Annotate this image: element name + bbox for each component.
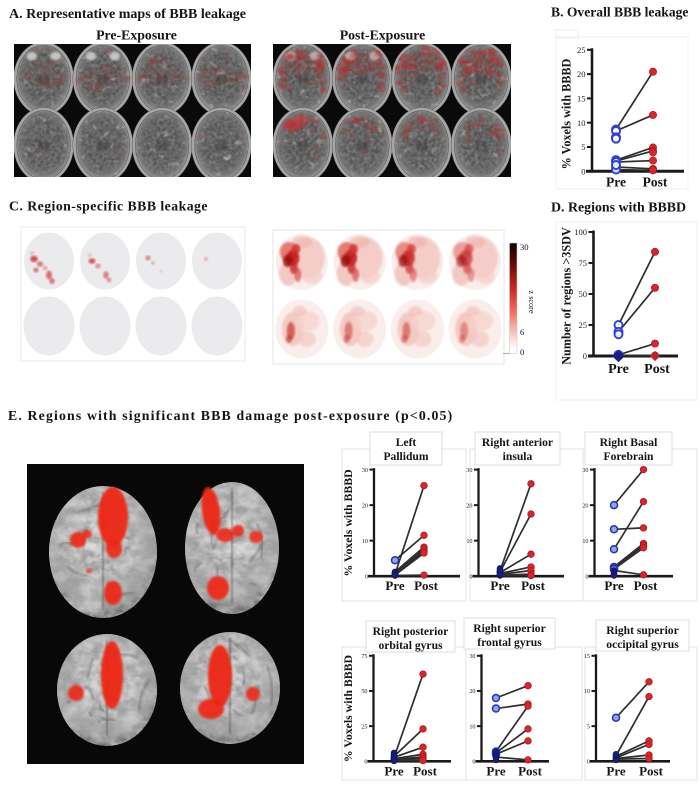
svg-text:25: 25 (361, 723, 367, 730)
svg-text:Post-Exposure: Post-Exposure (340, 28, 426, 43)
svg-text:Forebrain: Forebrain (603, 450, 654, 463)
svg-text:30: 30 (469, 653, 475, 660)
svg-text:A. Representative maps of BBB: A. Representative maps of BBB leakage (9, 7, 246, 22)
svg-text:Post: Post (414, 578, 439, 593)
svg-text:Number of regions >3SDV: Number of regions >3SDV (560, 227, 574, 365)
svg-text:15: 15 (584, 653, 590, 660)
svg-text:% Voxels with BBBD: % Voxels with BBBD (341, 469, 355, 576)
svg-text:0: 0 (469, 573, 472, 580)
svg-text:20: 20 (577, 69, 586, 79)
svg-text:0: 0 (583, 351, 587, 361)
svg-text:10: 10 (466, 538, 472, 545)
svg-text:Pre-Exposure: Pre-Exposure (96, 28, 177, 43)
svg-text:Post: Post (639, 763, 664, 778)
svg-text:B. Overall BBB leakage: B. Overall BBB leakage (551, 5, 688, 20)
svg-text:15: 15 (577, 93, 586, 103)
svg-text:Post: Post (634, 578, 659, 593)
svg-text:Post: Post (643, 174, 668, 189)
svg-text:Pre: Pre (604, 578, 623, 593)
svg-text:frontal gyrus: frontal gyrus (477, 636, 542, 649)
svg-text:0: 0 (472, 759, 475, 766)
svg-text:5: 5 (581, 142, 585, 152)
svg-text:30: 30 (520, 242, 529, 252)
svg-text:Right Basal: Right Basal (600, 436, 658, 449)
svg-text:Pre: Pre (385, 578, 404, 593)
svg-text:10: 10 (582, 538, 588, 545)
svg-text:% Voxels with BBBD: % Voxels with BBBD (341, 655, 355, 762)
svg-text:occipital gyrus: occipital gyrus (606, 638, 679, 651)
svg-text:insula: insula (503, 450, 533, 463)
svg-text:z score: z score (527, 291, 536, 314)
svg-text:0: 0 (364, 759, 367, 766)
svg-text:Pre: Pre (606, 763, 625, 778)
svg-text:Post: Post (413, 763, 438, 778)
svg-text:Pre: Pre (384, 763, 403, 778)
svg-text:Post: Post (521, 578, 546, 593)
svg-text:30: 30 (582, 467, 588, 474)
svg-text:20: 20 (466, 502, 472, 509)
svg-text:0: 0 (585, 573, 588, 580)
svg-text:Right anterior: Right anterior (482, 436, 553, 449)
svg-text:0: 0 (581, 166, 585, 176)
svg-text:10: 10 (577, 118, 586, 128)
svg-text:75: 75 (579, 258, 588, 268)
svg-text:% Voxels with BBBD: % Voxels with BBBD (560, 58, 574, 169)
svg-text:Pre: Pre (606, 174, 626, 189)
svg-text:Pallidum: Pallidum (383, 450, 428, 463)
svg-text:50: 50 (361, 688, 367, 695)
svg-text:10: 10 (362, 538, 368, 545)
svg-text:20: 20 (582, 502, 588, 509)
svg-text:20: 20 (469, 688, 475, 695)
svg-text:Post: Post (518, 763, 543, 778)
svg-text:Pre: Pre (490, 578, 509, 593)
svg-text:10: 10 (469, 723, 475, 730)
svg-text:25: 25 (579, 320, 588, 330)
svg-text:5: 5 (587, 723, 590, 730)
svg-text:50: 50 (579, 289, 588, 299)
svg-text:Left: Left (396, 436, 417, 449)
svg-text:75: 75 (361, 653, 367, 660)
svg-text:25: 25 (577, 45, 586, 55)
svg-text:10: 10 (584, 688, 590, 695)
svg-text:E. Regions with significant BB: E. Regions with significant BBB damage p… (8, 408, 453, 424)
svg-text:Right posterior: Right posterior (373, 625, 449, 638)
svg-text:D. Regions with BBBD: D. Regions with BBBD (551, 201, 686, 216)
svg-text:Pre: Pre (486, 763, 505, 778)
svg-text:6: 6 (520, 327, 525, 337)
svg-text:orbital gyrus: orbital gyrus (378, 639, 443, 652)
svg-text:Right superior: Right superior (606, 624, 678, 637)
svg-text:30: 30 (362, 467, 368, 474)
svg-text:0: 0 (520, 347, 524, 357)
svg-text:0: 0 (365, 573, 368, 580)
svg-text:Post: Post (644, 362, 670, 377)
svg-text:20: 20 (362, 502, 368, 509)
svg-text:Pre: Pre (608, 362, 629, 377)
svg-text:0: 0 (587, 759, 590, 766)
svg-text:C. Region-specific BBB leakage: C. Region-specific BBB leakage (9, 199, 208, 214)
svg-text:Right superior: Right superior (473, 622, 545, 635)
svg-text:30: 30 (466, 467, 472, 474)
svg-text:100: 100 (574, 227, 587, 237)
